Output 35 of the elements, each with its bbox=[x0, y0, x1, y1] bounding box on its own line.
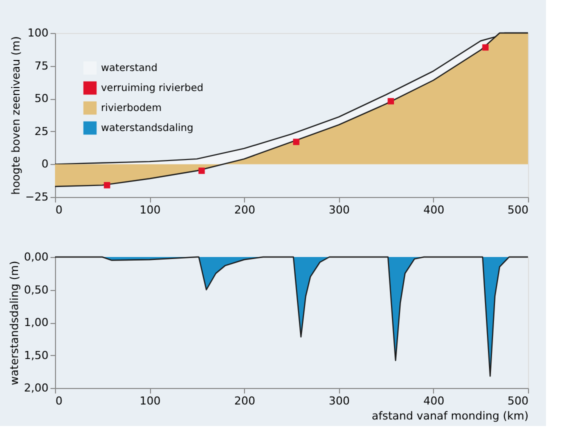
x-tick-label: 500 bbox=[508, 394, 528, 408]
point bbox=[198, 168, 205, 174]
x-tick-label: 400 bbox=[423, 394, 444, 408]
y-tick-label: 50 bbox=[34, 92, 48, 106]
legend-label: waterstandsdaling bbox=[101, 123, 194, 134]
x-tick-label: 300 bbox=[328, 394, 350, 408]
x-tick-label: 100 bbox=[140, 394, 161, 408]
y-tick-label: 0,50 bbox=[24, 283, 48, 296]
y-tick-label: 1,00 bbox=[24, 316, 48, 329]
y-tick-label: −25 bbox=[25, 190, 48, 204]
legend-label: verruiming rivierbed bbox=[101, 83, 204, 94]
legend-label: rivierbodem bbox=[101, 103, 162, 114]
point bbox=[482, 44, 489, 51]
y-tick-label: 2,00 bbox=[24, 382, 48, 394]
legend-label: waterstand bbox=[101, 63, 158, 74]
y-tick-label: 0,00 bbox=[24, 250, 48, 264]
x-tick-label: 0 bbox=[56, 204, 62, 216]
x-tick-label: 300 bbox=[328, 204, 350, 216]
point bbox=[293, 138, 300, 146]
y-tick-label: 100 bbox=[28, 26, 48, 40]
point bbox=[104, 182, 110, 188]
x-tick-label: 200 bbox=[234, 394, 256, 408]
y-tick-label: 1,50 bbox=[24, 348, 48, 362]
x-tick-label: 200 bbox=[234, 204, 256, 216]
y-axis-title: hoogte boven zeeniveau (m) bbox=[9, 36, 22, 195]
y-tick-label: 75 bbox=[34, 59, 48, 72]
point bbox=[388, 98, 394, 104]
x-tick-label: 400 bbox=[423, 204, 444, 216]
y-axis-title: waterstandsdaling (m) bbox=[8, 260, 22, 386]
x-tick-label: 0 bbox=[56, 394, 62, 408]
y-tick-label: 0 bbox=[42, 158, 48, 171]
y-tick-label: 25 bbox=[34, 124, 48, 138]
x-tick-label: 500 bbox=[508, 204, 528, 216]
x-axis-title: afstand vanaf monding (km) bbox=[372, 410, 528, 422]
x-tick-label: 100 bbox=[140, 204, 161, 216]
